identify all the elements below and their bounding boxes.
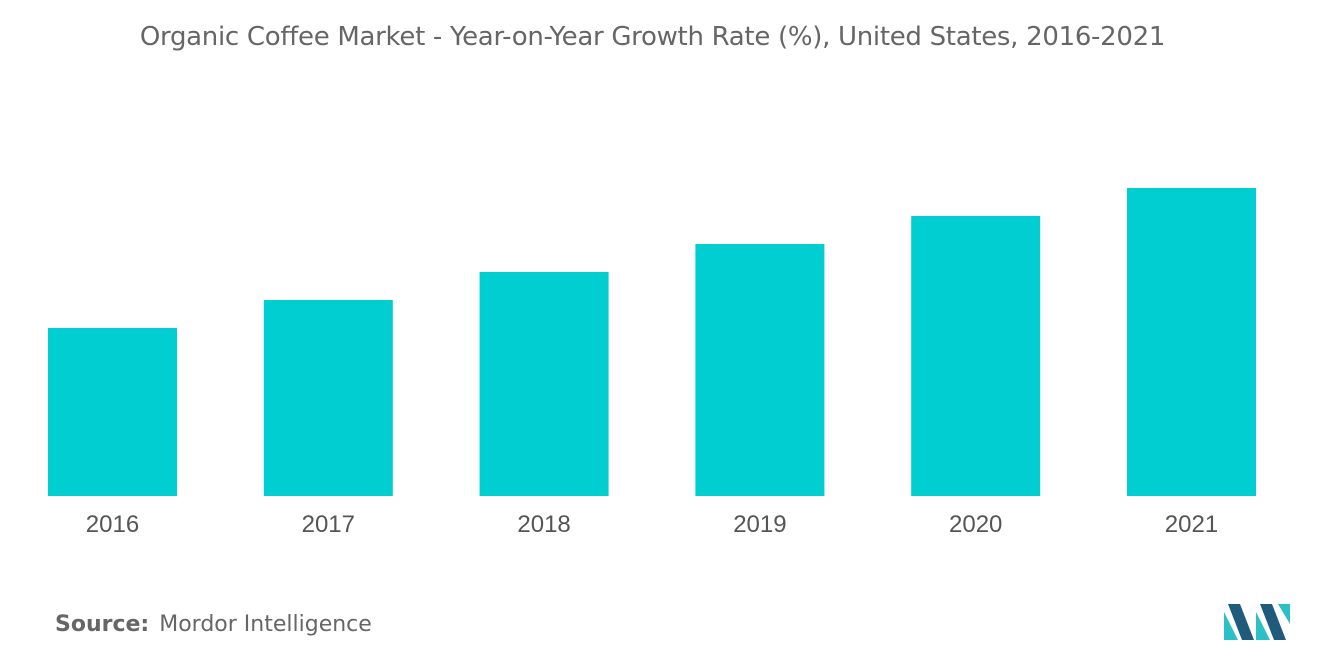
x-axis-ticks: 2016 2017 2018 2019 2020 2021 [86, 511, 1218, 538]
x-tick-label-2020: 2020 [949, 511, 1002, 538]
bar-2018 [479, 272, 609, 496]
x-tick-label-2016: 2016 [86, 511, 139, 538]
source-label: Source: [55, 612, 150, 637]
bars-group [48, 188, 1256, 496]
mordor-intelligence-logo [1224, 604, 1290, 640]
bar-2021 [1127, 188, 1256, 496]
source-note: Source: Mordor Intelligence [55, 612, 372, 637]
x-tick-label-2017: 2017 [302, 511, 355, 538]
source-name: Mordor Intelligence [159, 612, 372, 637]
bar-chart: 2016 2017 2018 2019 2020 2021 [48, 188, 1256, 538]
x-tick-label-2018: 2018 [517, 511, 570, 538]
x-tick-label-2019: 2019 [733, 511, 786, 538]
bar-2020 [911, 216, 1041, 496]
bar-2016 [48, 328, 177, 496]
chart-title: Organic Coffee Market - Year-on-Year Gro… [139, 22, 1166, 52]
bar-2017 [263, 300, 393, 496]
x-tick-label-2021: 2021 [1165, 511, 1218, 538]
bar-2019 [695, 244, 825, 496]
